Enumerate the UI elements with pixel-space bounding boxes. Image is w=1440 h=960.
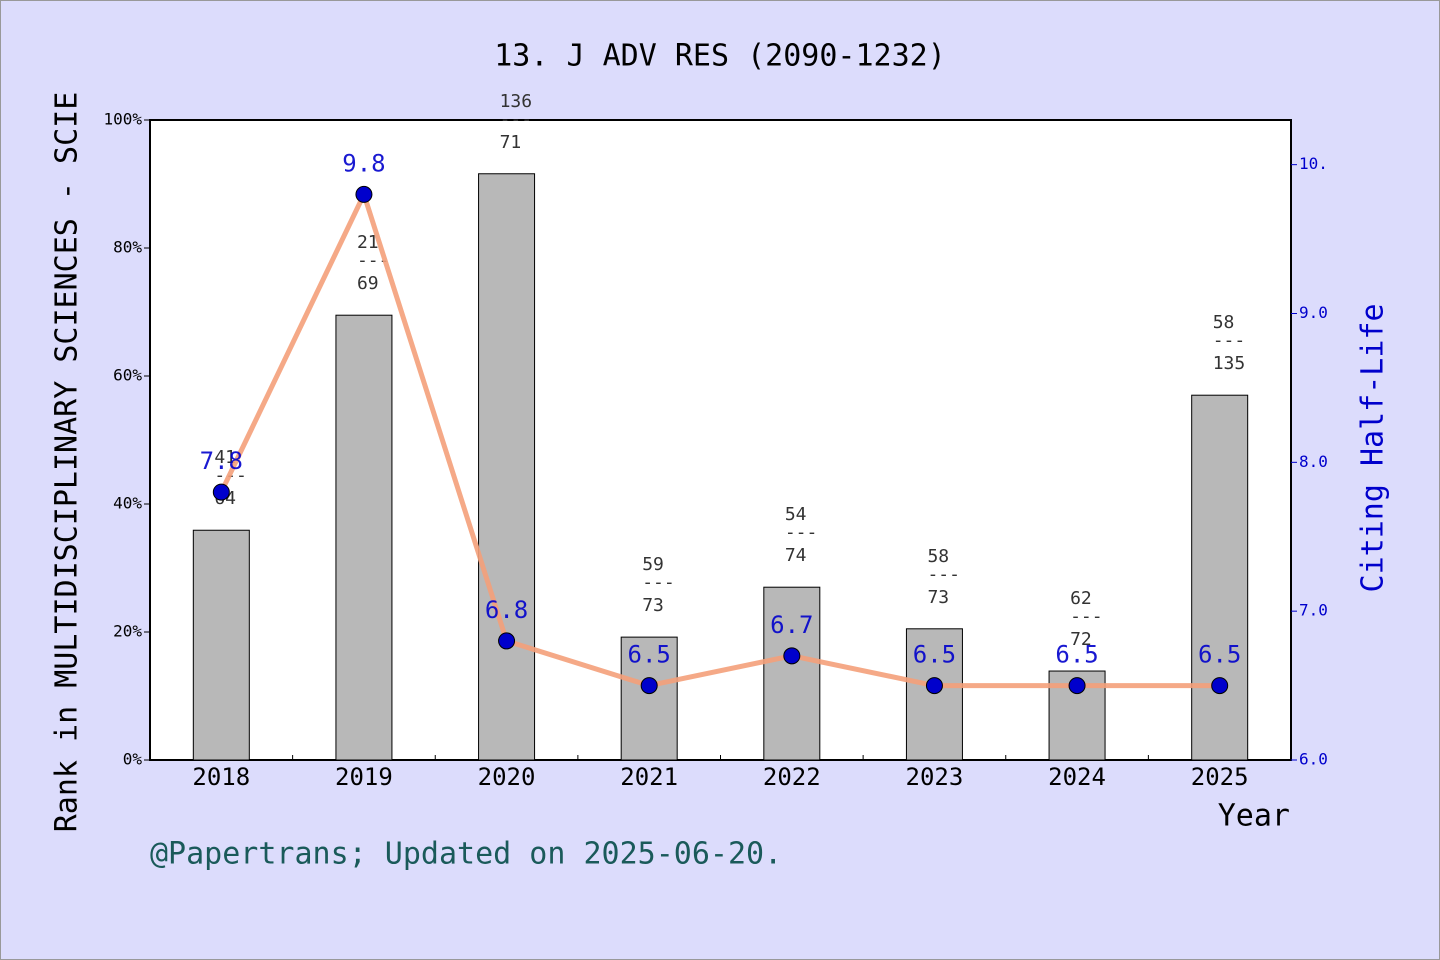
y2-tick-label: 10. [1299,154,1328,173]
rank-label: 21 [357,232,379,253]
rank-label: 136 [500,91,533,112]
bar [478,173,536,761]
half-life-marker [498,632,516,650]
bar [905,628,963,761]
x-axis-label: Year [1218,799,1290,834]
half-life-label: 6.7 [770,611,813,639]
total-label: 135 [1213,353,1246,374]
half-life-marker [1068,677,1086,695]
total-label: 71 [500,132,522,153]
bar [763,586,821,761]
x-tick-label: 2019 [335,763,393,791]
rank-separator: --- [500,109,533,130]
rank-separator: --- [1070,606,1103,627]
y-tick-label: 60% [113,366,142,385]
rank-separator: --- [642,572,675,593]
total-label: 73 [927,587,949,608]
half-life-label: 6.8 [485,596,528,624]
bar [1191,394,1249,761]
half-life-marker [212,483,230,501]
bar [335,314,393,761]
y-axis-label: Rank in MULTIDISCIPLINARY SCIENCES - SCI… [50,92,85,833]
half-life-line [219,187,1220,689]
y2-tick-label: 7.0 [1299,601,1328,620]
y-tick-label: 20% [113,622,142,641]
rank-label: 54 [785,504,807,525]
x-tick-label: 2024 [1048,763,1106,791]
total-label: 69 [357,273,379,294]
half-life-label: 7.8 [200,447,243,475]
half-life-label: 6.5 [628,641,671,669]
y2-axis-label: Citing Half-Life [1356,304,1391,593]
y-tick-label: 0% [123,750,143,769]
rank-label: 58 [927,546,949,567]
rank-separator: --- [1213,330,1246,351]
rank-separator: --- [927,564,960,585]
x-tick-label: 2018 [192,763,250,791]
half-life-marker [355,185,373,203]
plot-area [149,119,1292,761]
total-label: 73 [642,595,664,616]
footer: @Papertrans; Updated on 2025-06-20. [150,837,782,872]
rank-label: 62 [1070,588,1092,609]
rank-label: 59 [642,554,664,575]
half-life-marker [925,677,943,695]
y2-tick-label: 8.0 [1299,452,1328,471]
half-life-label: 6.5 [913,641,956,669]
x-tick-label: 2022 [763,763,821,791]
total-label: 72 [1070,629,1092,650]
half-life-label: 6.5 [1198,641,1241,669]
y-tick-label: 40% [113,494,142,513]
half-life-label: 9.8 [342,149,385,177]
x-tick-label: 2020 [478,763,536,791]
x-tick-label: 2021 [620,763,678,791]
half-life-label: 6.5 [1055,641,1098,669]
rank-label: 41 [214,447,236,468]
rank-separator: --- [785,522,818,543]
y-tick-label: 100% [103,110,142,129]
rank-label: 58 [1213,312,1235,333]
bar [620,636,678,761]
y2-tick-label: 6.0 [1299,750,1328,769]
total-label: 74 [785,545,807,566]
y2-tick-label: 9.0 [1299,303,1328,322]
half-life-marker [1211,677,1229,695]
half-life-marker [640,677,658,695]
chart-title: 13. J ADV RES (2090-1232) [494,39,946,74]
x-tick-label: 2025 [1191,763,1249,791]
bar [192,529,250,761]
y-tick-label: 80% [113,238,142,257]
half-life-marker [783,647,801,665]
x-tick-label: 2023 [906,763,964,791]
